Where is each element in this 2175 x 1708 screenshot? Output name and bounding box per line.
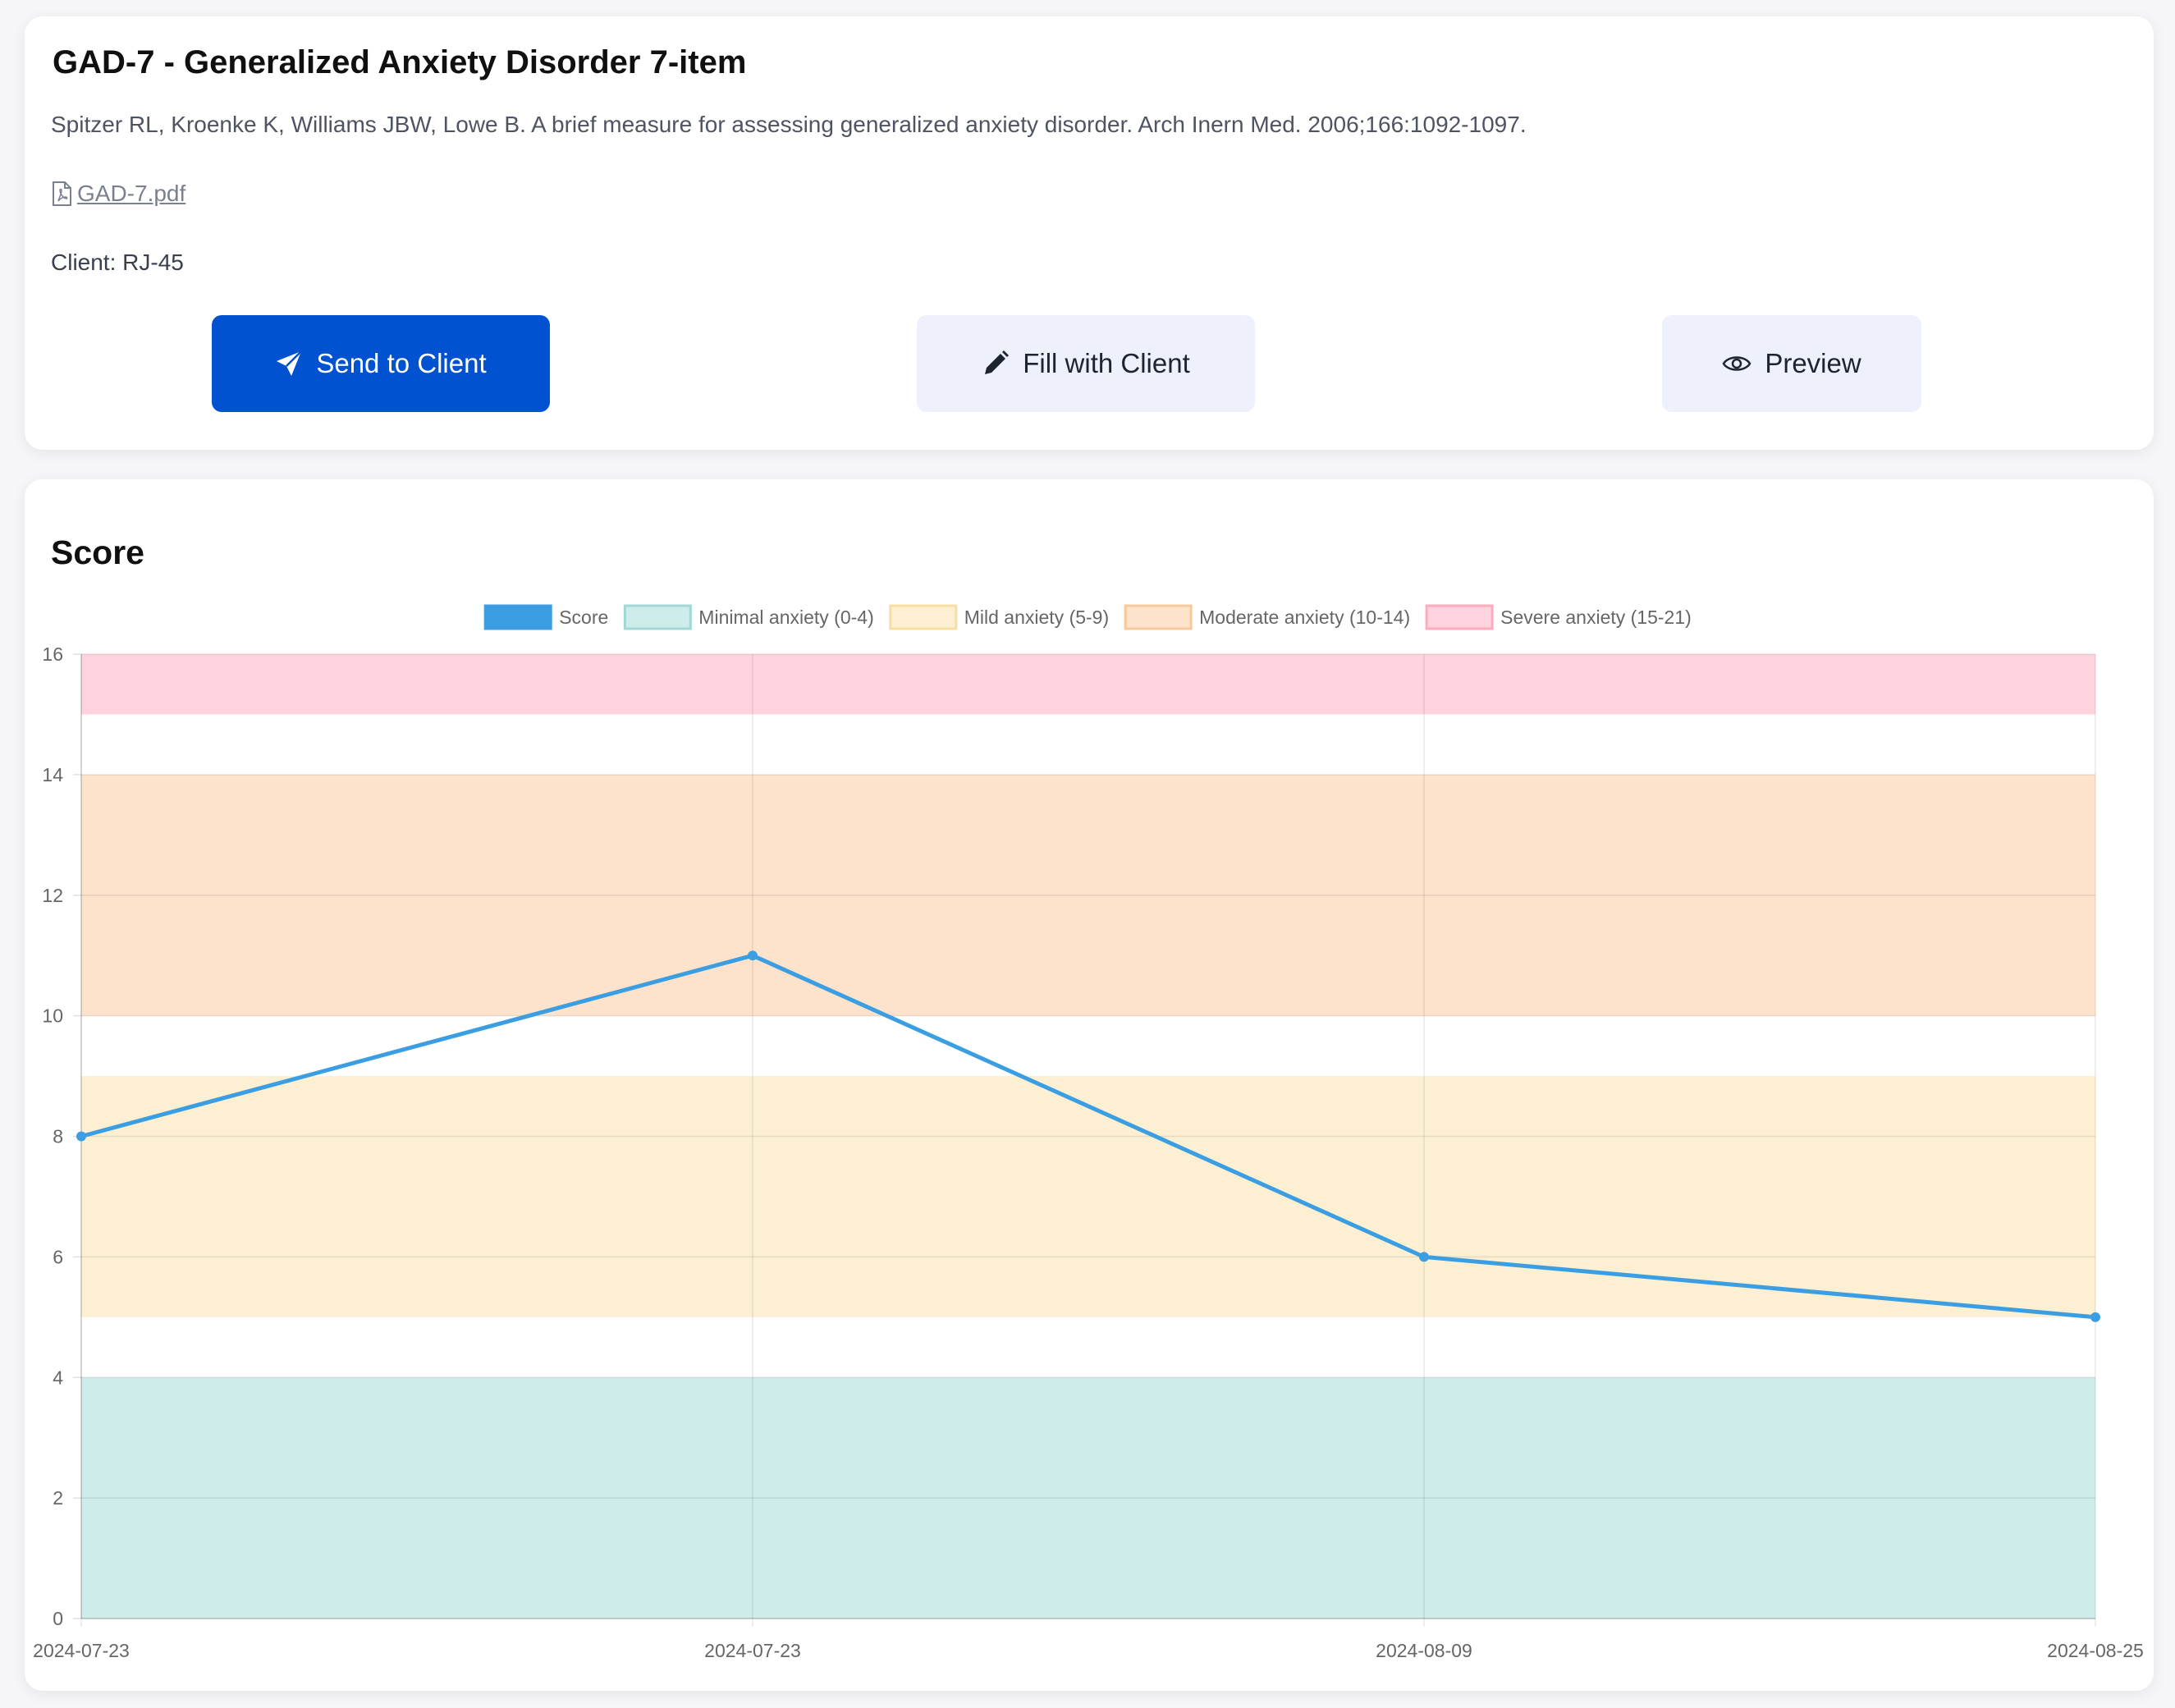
- x-tick-label-3: 2024-08-25: [2047, 1640, 2144, 1661]
- x-tick-label-1: 2024-07-23: [704, 1640, 801, 1661]
- legend-swatch-2: [889, 604, 958, 630]
- legend-swatch-3: [1124, 604, 1193, 630]
- data-point-0-0: [76, 1131, 86, 1142]
- send-to-client-button[interactable]: Send to Client: [212, 315, 550, 412]
- data-point-0-2: [1419, 1252, 1429, 1262]
- legend-item-2: Mild anxiety (5-9): [889, 604, 1109, 630]
- y-tick-label-8: 16: [42, 643, 63, 665]
- x-tick-label-0: 2024-07-23: [33, 1640, 130, 1661]
- band-1: [81, 1076, 2095, 1317]
- legend-swatch-4: [1425, 604, 1494, 630]
- fill-with-client-button[interactable]: Fill with Client: [917, 315, 1255, 412]
- preview-button[interactable]: Preview: [1662, 315, 1921, 412]
- data-point-0-1: [748, 950, 758, 961]
- band-2: [81, 774, 2095, 1016]
- legend-item-0: Score: [483, 604, 608, 630]
- y-tick-label-4: 8: [53, 1126, 63, 1147]
- fill-with-client-label: Fill with Client: [1023, 348, 1190, 378]
- pencil-icon: [985, 350, 1010, 374]
- data-point-0-3: [2090, 1312, 2100, 1322]
- legend-label-0: Score: [559, 607, 608, 628]
- y-tick-label-7: 14: [42, 764, 63, 785]
- legend-item-1: Minimal anxiety (0-4): [623, 604, 874, 630]
- eye-icon: [1722, 356, 1751, 371]
- y-tick-label-5: 10: [42, 1005, 63, 1027]
- legend-item-4: Severe anxiety (15-21): [1425, 604, 1692, 630]
- assessment-card: GAD-7 - Generalized Anxiety Disorder 7-i…: [25, 16, 2154, 450]
- pdf-file-link[interactable]: GAD-7.pdf: [51, 181, 185, 207]
- legend-swatch-1: [623, 604, 692, 630]
- legend-label-1: Minimal anxiety (0-4): [698, 607, 873, 628]
- citation-text: Spitzer RL, Kroenke K, Williams JBW, Low…: [51, 112, 1527, 137]
- preview-label: Preview: [1765, 348, 1861, 378]
- series-line-0: [80, 953, 2096, 1320]
- legend-label-2: Mild anxiety (5-9): [964, 607, 1109, 628]
- y-tick-label-2: 4: [53, 1367, 63, 1388]
- band-0: [81, 1377, 2095, 1619]
- pdf-file-icon: [53, 181, 71, 206]
- y-tick-label-3: 6: [53, 1246, 63, 1267]
- y-tick-label-6: 12: [42, 885, 63, 906]
- paper-plane-icon: [277, 350, 303, 376]
- page-title: GAD-7 - Generalized Anxiety Disorder 7-i…: [53, 44, 747, 80]
- score-chart-card: Score 0 2 4 6 8 10 12 14 16 2024-07-23 2024-07-23 2…: [25, 479, 2154, 1691]
- pdf-file-name: GAD-7.pdf: [77, 181, 186, 206]
- y-tick-label-0: 0: [53, 1608, 63, 1629]
- y-tick-label-1: 2: [53, 1487, 63, 1509]
- legend-label-3: Moderate anxiety (10-14): [1199, 607, 1410, 628]
- legend-item-3: Moderate anxiety (10-14): [1124, 604, 1410, 630]
- x-tick-label-2: 2024-08-09: [1376, 1640, 1472, 1661]
- client-label: Client: RJ-45: [51, 250, 184, 275]
- send-to-client-label: Send to Client: [316, 348, 487, 378]
- band-3: [81, 654, 2095, 715]
- legend-swatch-0: [483, 604, 552, 630]
- legend-label-4: Severe anxiety (15-21): [1500, 607, 1692, 628]
- chart-section-title: Score: [51, 533, 144, 571]
